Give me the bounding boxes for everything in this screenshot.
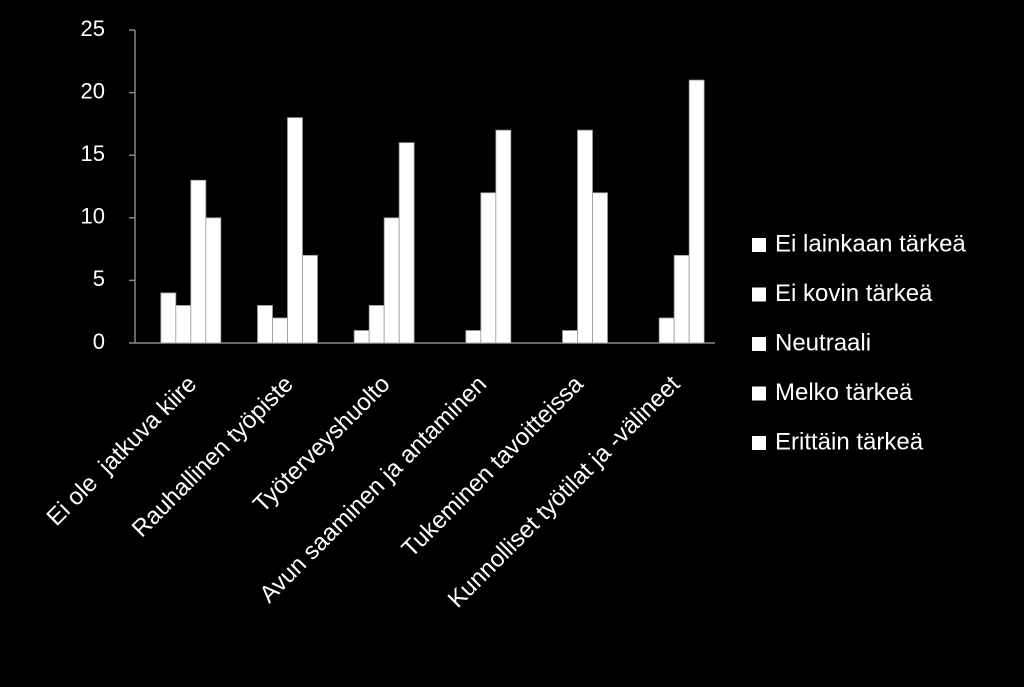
legend-swatch	[752, 287, 766, 302]
bar	[562, 330, 578, 344]
bar	[205, 217, 222, 344]
bar	[465, 330, 482, 344]
y-tick-label: 5	[93, 266, 105, 291]
legend-swatch	[752, 337, 766, 351]
bar	[495, 129, 512, 344]
legend-label: Neutraali	[775, 329, 871, 356]
x-tick-label: Tukeminen tavoitteissa	[397, 370, 589, 562]
legend-label: Erittäin tärkeä	[775, 428, 924, 455]
legend-swatch	[752, 436, 766, 450]
y-tick-label: 0	[93, 329, 105, 354]
bar	[592, 192, 608, 344]
legend-label: Ei lainkaan tärkeä	[775, 230, 966, 257]
bar	[577, 129, 593, 344]
legend-label: Ei kovin tärkeä	[775, 280, 933, 307]
bar	[688, 79, 705, 344]
bar	[272, 317, 288, 344]
bar	[673, 254, 690, 344]
bar	[160, 292, 177, 344]
bar	[398, 142, 415, 344]
bar	[287, 117, 303, 344]
bar	[368, 305, 385, 344]
legend-label: Melko tärkeä	[775, 379, 913, 406]
legend-swatch	[752, 238, 766, 252]
bar	[302, 254, 318, 344]
bar	[480, 192, 497, 344]
legend-swatch	[752, 386, 766, 401]
bar	[257, 305, 273, 344]
bar	[175, 305, 192, 344]
y-tick-label: 15	[81, 141, 105, 166]
x-tick-label: Rauhallinen työpiste	[127, 371, 299, 543]
y-tick-label: 20	[81, 78, 105, 103]
bar	[353, 330, 370, 344]
y-tick-label: 25	[81, 16, 105, 41]
bar	[383, 217, 400, 344]
bar	[190, 179, 207, 344]
bar	[658, 317, 675, 344]
y-tick-label: 10	[81, 204, 105, 229]
